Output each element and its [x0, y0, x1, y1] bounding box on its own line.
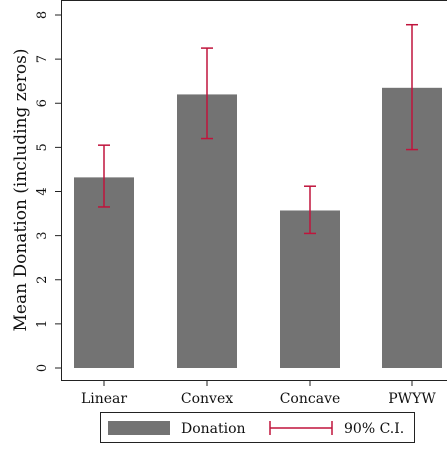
bar-convex	[177, 94, 237, 369]
error-bar-linear	[98, 144, 110, 208]
error-bar-convex	[201, 47, 213, 140]
legend-error-swatch	[269, 421, 333, 435]
y-tick-label: 8	[35, 11, 50, 19]
x-tick-label: Concave	[280, 391, 341, 407]
bar-concave	[280, 210, 340, 368]
y-tick-label: 4	[35, 187, 50, 195]
x-tick-label: PWYW	[388, 391, 436, 407]
y-tick-label: 7	[35, 55, 50, 63]
x-tick-label: Linear	[81, 391, 127, 407]
plot-frame	[61, 0, 447, 381]
y-axis-label: Mean Donation (including zeros)	[11, 49, 31, 332]
x-axis-labels: Linear Convex Concave PWYW	[81, 380, 436, 407]
y-axis-ticks: 0 1 2 3 4 5 6 7 8	[35, 11, 61, 372]
y-tick-label: 3	[35, 231, 50, 239]
y-tick-label: 2	[35, 276, 50, 284]
bars	[74, 87, 442, 369]
error-bar-concave	[304, 185, 316, 235]
legend-error-label: 90% C.I.	[344, 421, 404, 437]
legend-bar-label: Donation	[181, 421, 246, 437]
x-tick-label: Convex	[181, 391, 233, 407]
error-bar-pwyw	[406, 23, 418, 151]
error-bars	[98, 23, 418, 235]
legend: Donation 90% C.I.	[100, 412, 415, 443]
y-tick-label: 6	[35, 99, 50, 107]
legend-bar-swatch	[108, 421, 170, 435]
y-tick-label: 0	[35, 364, 50, 372]
y-tick-label: 1	[35, 320, 50, 328]
bar-linear	[74, 177, 134, 368]
y-tick-label: 5	[35, 143, 50, 151]
